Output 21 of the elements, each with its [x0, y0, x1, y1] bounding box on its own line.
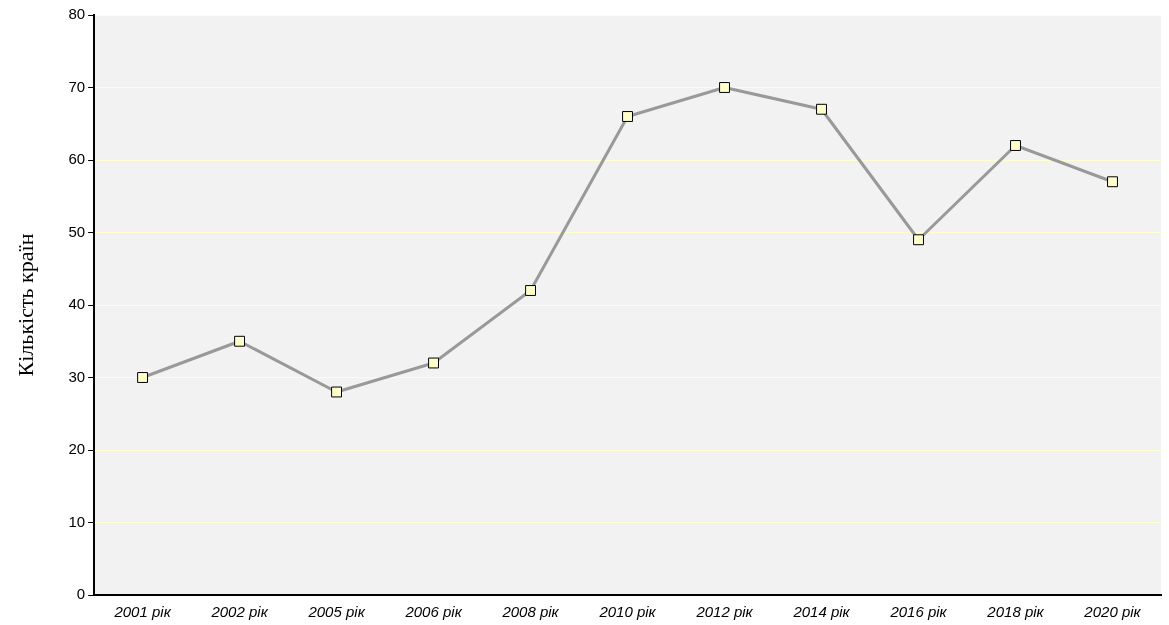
x-tick-label: 2020 рік	[1083, 603, 1142, 621]
y-tick-label: 0	[76, 585, 86, 603]
x-tick-label: 2014 рік	[792, 603, 851, 621]
y-tick-label: 10	[68, 512, 86, 530]
x-tick-label: 2012 рік	[695, 603, 754, 621]
x-tick-label: 2002 рік	[210, 603, 269, 621]
x-tick-label: 2018 рік	[986, 603, 1045, 621]
y-tick-label: 40	[68, 295, 86, 313]
y-tick-label: 60	[68, 150, 86, 168]
x-tick-label: 2016 рік	[889, 603, 948, 621]
x-tick-label: 2006 рік	[404, 603, 463, 621]
x-tick-label: 2005 рік	[307, 603, 366, 621]
y-tick-label: 80	[68, 5, 86, 23]
x-tick-label: 2008 рік	[501, 603, 560, 621]
y-tick-label: 30	[68, 367, 86, 385]
y-axis-title: Кількість країн	[12, 233, 38, 377]
y-tick-label: 20	[68, 440, 86, 458]
y-tick-label: 70	[68, 77, 86, 95]
x-tick-label: 2010 рік	[598, 603, 657, 621]
x-tick-label: 2001 рік	[113, 603, 172, 621]
y-tick-label: 50	[68, 222, 86, 240]
